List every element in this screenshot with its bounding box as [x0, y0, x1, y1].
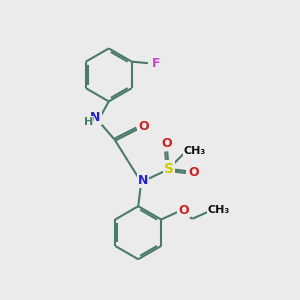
Text: O: O — [161, 137, 172, 150]
Text: S: S — [164, 161, 174, 176]
Text: N: N — [90, 111, 101, 124]
Text: O: O — [189, 166, 199, 178]
Text: O: O — [138, 120, 148, 133]
Text: CH₃: CH₃ — [184, 146, 206, 156]
Text: O: O — [178, 204, 189, 217]
Text: CH₃: CH₃ — [208, 206, 230, 215]
Text: H: H — [83, 117, 93, 127]
Text: F: F — [152, 57, 161, 70]
Text: N: N — [138, 174, 148, 187]
